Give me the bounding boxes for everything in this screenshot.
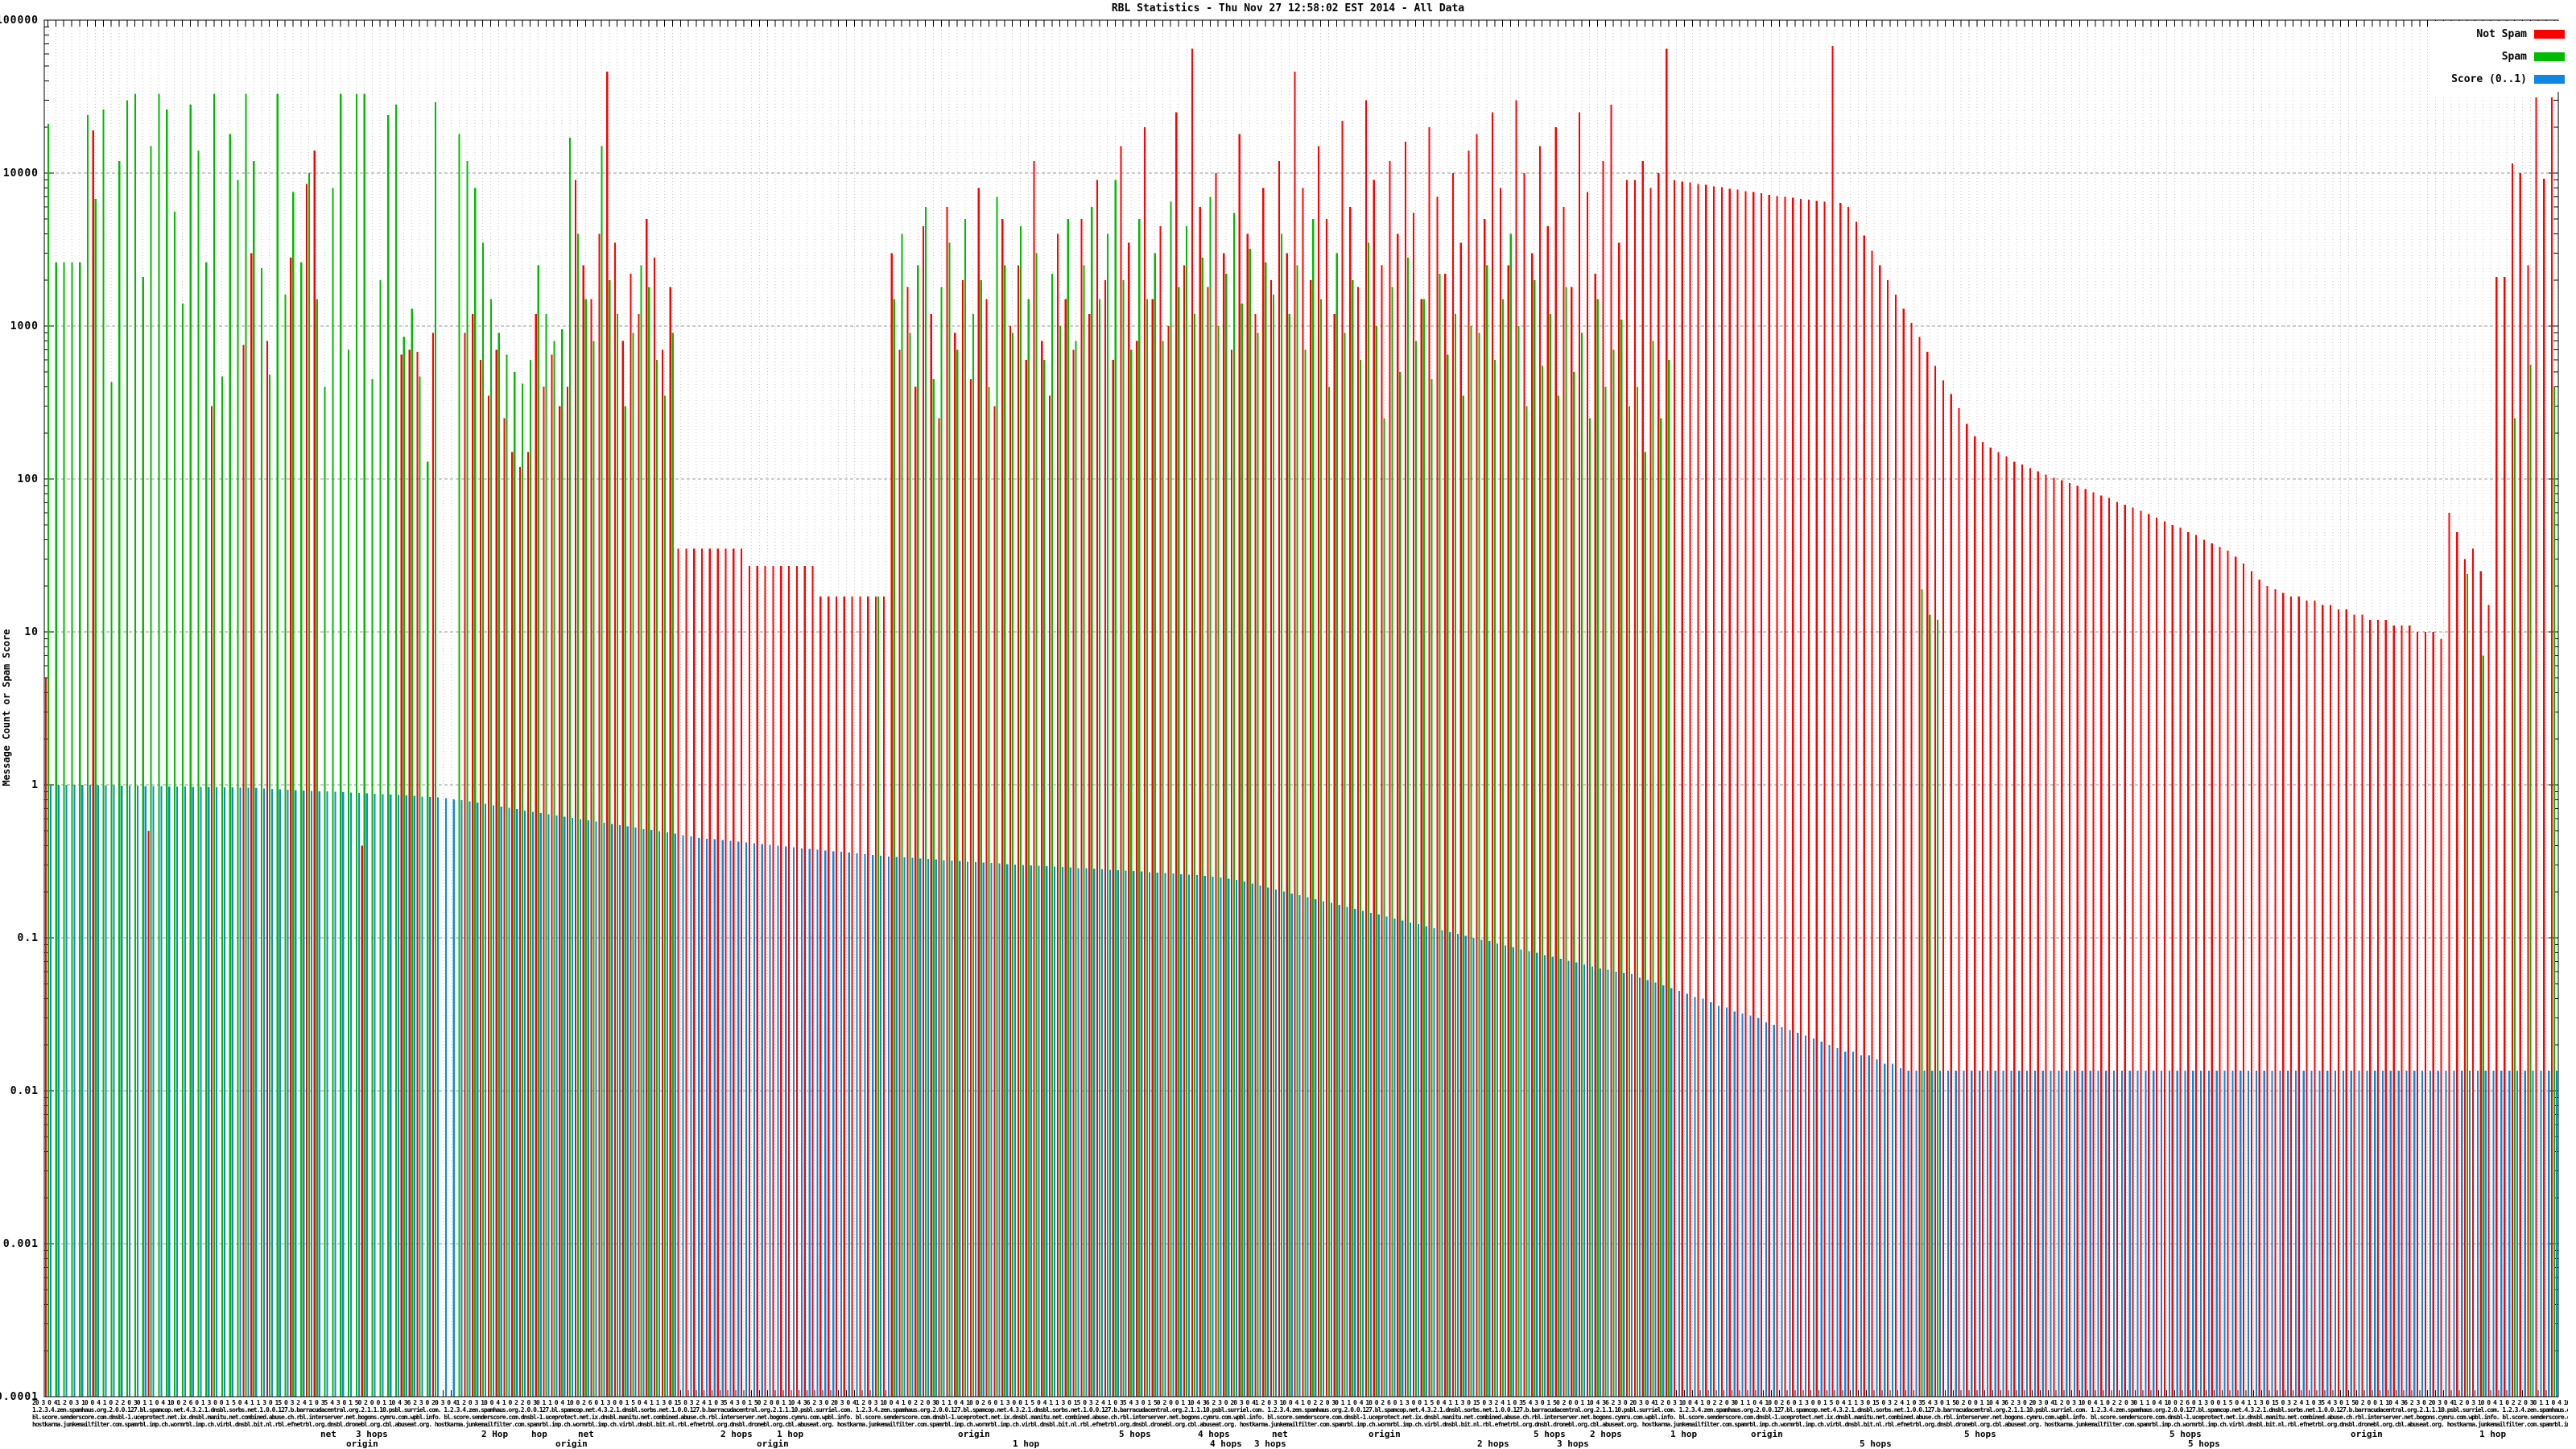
svg-text:0.0001: 0.0001 [0,1391,39,1403]
xaxis-label-fragment: 5 hops [2188,1439,2220,1449]
xaxis-label-mush-row-4: hostkarma.junkemailfilter.com.spamrbl.im… [32,1421,2568,1428]
legend-swatch-score [2534,74,2565,84]
xaxis-label-fragment: net [578,1429,594,1439]
svg-text:1: 1 [31,779,39,791]
xaxis-label-fragment: 1 hop [777,1429,804,1439]
xaxis-label-mush-row-3: bl.score.senderscore.com.dnsbl-1.uceprot… [32,1414,2568,1421]
svg-text:10000: 10000 [3,167,39,180]
xaxis-label-fragment: origin [2351,1429,2383,1439]
xaxis-label-fragment: 3 hops [1254,1439,1286,1449]
svg-text:0.1: 0.1 [18,932,39,944]
legend: Not Spam Spam Score (0..1) [2438,21,2566,92]
chart-title: RBL Statistics - Thu Nov 27 12:58:02 EST… [1111,2,1465,14]
xaxis-label-fragment: origin [1368,1429,1401,1439]
xaxis-label-fragment: 5 hops [1119,1429,1151,1439]
xaxis-label-fragment: origin [1751,1429,1783,1439]
yaxis-tick-labels: 100000 10000 1000 100 10 1 0.1 0.01 0.001 0.0001 [0,14,39,1403]
xaxis-label-fragment: 5 hops [1860,1439,1892,1449]
legend-entry-spam: Spam [2444,45,2565,68]
svg-text:10: 10 [24,626,39,638]
xaxis-label-fragment: net [320,1429,336,1439]
svg-text:0.01: 0.01 [10,1085,39,1097]
xaxis-label-fragment: net [1272,1429,1288,1439]
legend-label-not-spam: Not Spam [2476,27,2527,40]
xaxis-label-fragment: 3 hops [356,1429,388,1439]
xaxis-label-fragment: hop [531,1429,547,1439]
legend-swatch-spam [2534,52,2565,61]
xaxis-label-fragment: 5 hops [2169,1429,2202,1439]
xaxis-label-fragment: origin [757,1439,789,1449]
xaxis-label-fragment: 1 hop [2479,1429,2507,1439]
xaxis-label-fragment: 4 hops [1198,1429,1230,1439]
xaxis-label-mush-row-1: 20 3 0 41 2 0 3 10 0 4 1 0 2 2 0 30 1 1 … [32,1399,2568,1406]
xaxis-label-fragment: 2 Hop [481,1429,509,1439]
bars-score [49,785,2558,1397]
xaxis-label-fragment: 5 hops [1534,1429,1566,1439]
legend-entry-not-spam: Not Spam [2444,23,2565,45]
svg-text:1000: 1000 [10,320,39,332]
xaxis-label-fragment: 4 hops [1210,1439,1242,1449]
svg-text:0.001: 0.001 [3,1238,39,1250]
xaxis-label-fragment: 2 hops [1477,1439,1509,1449]
xaxis-label-fragment: 5 hops [1964,1429,1996,1439]
xaxis-labels: 20 3 0 41 2 0 3 10 0 4 1 0 2 2 0 30 1 1 … [0,1397,2576,1449]
legend-swatch-not-spam [2534,29,2565,39]
xaxis-label-fragment: origin [958,1429,990,1439]
bars-not-spam [44,45,2553,1397]
xaxis-label-fragment: origin [555,1439,588,1449]
svg-text:100: 100 [18,473,39,485]
legend-entry-score: Score (0..1) [2444,68,2565,90]
svg-text:100000: 100000 [0,14,39,27]
xaxis-label-fragment: 3 hops [1557,1439,1589,1449]
xaxis-label-fragment: 2 hops [1590,1429,1622,1439]
xaxis-label-fragment: 2 hops [720,1429,753,1439]
xaxis-label-fragment: 1 hop [1670,1429,1698,1439]
xaxis-label-fragment: 1 hop [1013,1439,1040,1449]
xaxis-label-mush-row-2: 1.2.3.4.zen.spamhaus.org.2.0.0.127.bl.sp… [32,1406,2568,1414]
legend-label-score: Score (0..1) [2451,72,2527,85]
xaxis-label-fragment: origin [346,1439,378,1449]
bars-spam [47,93,2556,1397]
plot-border [43,19,2559,1397]
legend-label-spam: Spam [2501,50,2527,63]
